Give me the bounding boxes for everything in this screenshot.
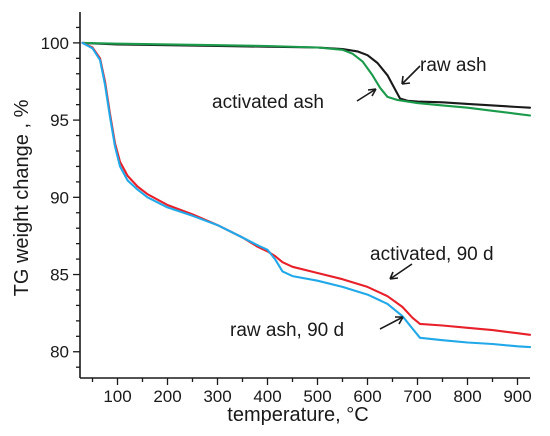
x-tick-label: 100 [103, 387, 131, 406]
annotation-raw-ash-90d: raw ash, 90 d [230, 320, 344, 341]
x-tick-label: 300 [203, 387, 231, 406]
y-tick-label: 100 [41, 34, 69, 53]
series-line-activated-90-d [81, 41, 532, 336]
x-tick-label: 500 [303, 387, 331, 406]
y-axis-label: TG weight change , % [11, 99, 33, 296]
y-tick-label: 95 [50, 111, 69, 130]
series-group [81, 41, 532, 349]
x-tick-label: 800 [453, 387, 481, 406]
x-tick-label: 400 [253, 387, 281, 406]
annotation-activated-90d: activated, 90 d [370, 244, 494, 265]
axis-ticks: 100 200 300 400 500 600 700 800 900 80 85 90 95 100 [41, 26, 532, 406]
arrow-activated-ash [356, 88, 377, 102]
arrow-raw-ash-90d [379, 316, 404, 330]
y-tick-label: 90 [50, 188, 69, 207]
y-tick-label: 80 [50, 343, 69, 362]
arrow-raw-ash [401, 65, 421, 85]
x-tick-label: 900 [503, 387, 531, 406]
series-line-raw-ash-90-d [81, 41, 532, 349]
x-tick-label: 200 [153, 387, 181, 406]
y-tick-label: 85 [50, 266, 69, 285]
series-line-activated-ash [81, 41, 532, 117]
annotation-activated-ash: activated ash [212, 92, 324, 113]
annotation-raw-ash: raw ash [420, 55, 487, 76]
x-tick-label: 700 [403, 387, 431, 406]
x-axis-label: temperature, °C [227, 404, 368, 426]
arrow-activated-90d [389, 263, 413, 280]
x-tick-label: 600 [353, 387, 381, 406]
